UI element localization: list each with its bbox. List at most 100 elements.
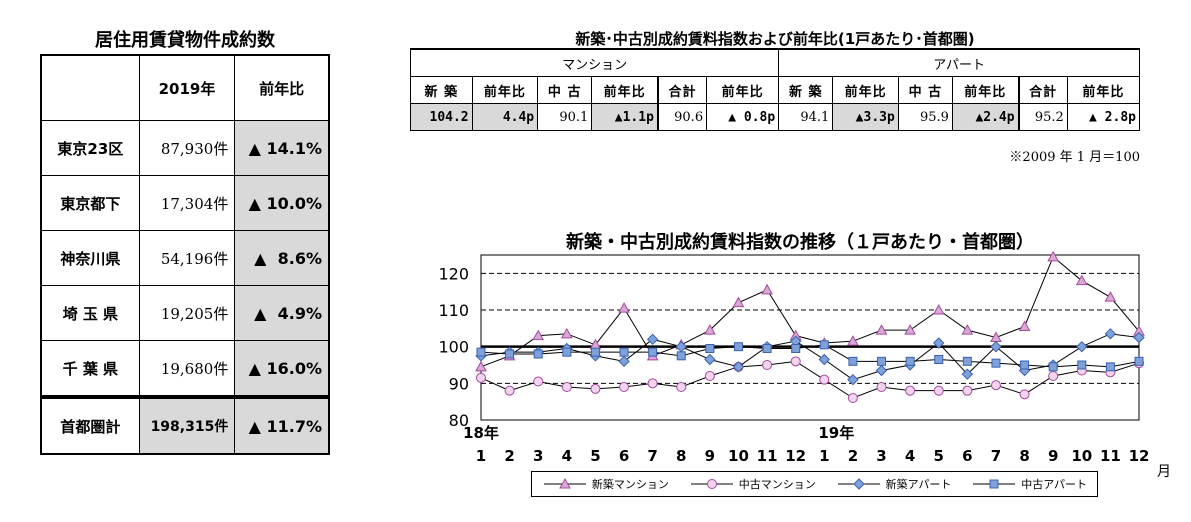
data-point <box>1105 362 1115 372</box>
data-point <box>704 371 715 381</box>
yoy-cell: ▲ 8.6% <box>234 230 330 286</box>
x-tick-label: 2 <box>848 447 858 465</box>
data-point <box>1133 331 1145 344</box>
data-point <box>618 302 630 313</box>
value-cell: ▲ 0.8p <box>706 103 779 131</box>
value-cell: 95.9 <box>897 103 953 131</box>
data-point <box>848 356 858 366</box>
data-point <box>1018 320 1031 331</box>
data-point <box>705 344 715 353</box>
data-point <box>961 368 974 380</box>
y-tick-label: 100 <box>438 338 469 357</box>
data-point <box>504 385 515 396</box>
data-point <box>589 338 602 350</box>
region-cell: 東京都下 <box>40 175 140 231</box>
data-point <box>1019 389 1030 400</box>
x-tick-label: 8 <box>676 447 686 465</box>
region-cell: 埼 玉 県 <box>40 285 140 341</box>
legend-item: 中古アパート <box>971 476 1087 492</box>
y-tick-label: 120 <box>438 264 469 283</box>
x-tick-label: 9 <box>705 447 715 465</box>
total-row: 首都圏計 198,315件 ▲ 11.7% <box>40 395 330 455</box>
left-table-title: 居住用賃貸物件成約数 <box>95 30 275 51</box>
data-point <box>475 360 487 372</box>
chart-legend: 新築マンション 中古マンション 新築アパート 中古アパート <box>531 471 1098 497</box>
legend-item: 新築アパート <box>836 476 952 492</box>
data-point <box>618 355 630 368</box>
data-point <box>791 344 801 353</box>
x-tick-label: 2 <box>504 447 514 465</box>
sub-header: 合計 <box>1017 76 1068 104</box>
contracts-table: 2019年 前年比 東京23区 87,930件 ▲ 14.1% 東京都下 17,… <box>40 54 330 455</box>
data-point <box>819 374 830 385</box>
data-point <box>732 361 745 373</box>
data-point <box>1104 291 1117 302</box>
yoy-cell: ▲ 14.1% <box>234 120 330 176</box>
sub-header: 新 築 <box>778 76 833 104</box>
data-point <box>704 353 716 366</box>
data-point <box>847 393 858 403</box>
x-tick-label: 6 <box>619 447 629 465</box>
data-point <box>560 327 573 339</box>
data-point <box>762 360 773 370</box>
legend-label: 新築アパート <box>885 478 952 491</box>
value-cell: 4.4p <box>471 103 538 131</box>
x-tick-label: 3 <box>876 447 886 465</box>
data-point <box>1048 371 1059 381</box>
x-tick-label: 10 <box>728 447 749 465</box>
yoy-cell: ▲ 4.9% <box>234 285 330 341</box>
data-point <box>933 385 944 396</box>
value-cell: ▲2.4p <box>951 103 1019 131</box>
x-tick-label: 4 <box>905 447 915 465</box>
total-count-cell: 198,315件 <box>138 395 236 455</box>
group-apart: アパート <box>778 48 1140 77</box>
data-point <box>676 351 686 361</box>
legend-label: 中古アパート <box>1021 478 1088 491</box>
total-region-cell: 首都圏計 <box>40 395 140 455</box>
data-point <box>847 335 859 346</box>
data-point <box>561 382 572 392</box>
x-tick-label: 11 <box>757 447 778 465</box>
legend-item: 中古マンション <box>689 476 816 492</box>
region-cell: 千 葉 県 <box>40 340 140 398</box>
index-table: マンション アパート 新 築 前年比 中 古 前年比 合計 前年比 新 築 前年… <box>409 48 1141 131</box>
sub-header: 前年比 <box>832 76 899 104</box>
data-point <box>1075 274 1088 286</box>
table-row: 東京都下 17,304件 ▲ 10.0% <box>40 175 330 231</box>
x-tick-label: 9 <box>1048 447 1058 465</box>
data-point <box>877 356 887 366</box>
value-cell: 94.1 <box>778 103 833 131</box>
data-point <box>1104 328 1117 340</box>
x-year-label: 18年 <box>463 424 499 442</box>
data-point <box>562 347 572 357</box>
x-tick-label: 10 <box>1071 447 1092 465</box>
yoy-cell: ▲ 16.0% <box>234 340 330 398</box>
data-point <box>533 376 544 387</box>
series-line-4 <box>480 344 1140 368</box>
series-line-3 <box>480 333 1140 381</box>
data-point <box>905 356 915 366</box>
data-point <box>476 372 486 383</box>
y-tick-label: 80 <box>449 411 469 430</box>
region-cell: 東京23区 <box>40 120 140 176</box>
sub-header: 前年比 <box>706 76 779 104</box>
header-yoy: 前年比 <box>234 54 330 121</box>
data-point <box>819 340 829 350</box>
data-point <box>1048 362 1058 372</box>
data-point <box>1047 250 1060 262</box>
data-point <box>619 347 629 357</box>
data-point <box>961 324 974 335</box>
total-yoy-cell: ▲ 11.7% <box>234 395 330 455</box>
data-point <box>991 358 1001 368</box>
data-point <box>505 349 515 359</box>
data-point <box>904 324 916 335</box>
data-point <box>647 378 658 389</box>
data-point <box>932 303 945 315</box>
table-row: 千 葉 県 19,680件 ▲ 16.0% <box>40 340 330 398</box>
value-cell: 90.6 <box>656 103 707 131</box>
data-point <box>990 380 1001 391</box>
value-cell: 95.2 <box>1017 103 1068 131</box>
table-row: 埼 玉 県 19,205件 ▲ 4.9% <box>40 285 330 341</box>
data-point <box>875 324 888 335</box>
